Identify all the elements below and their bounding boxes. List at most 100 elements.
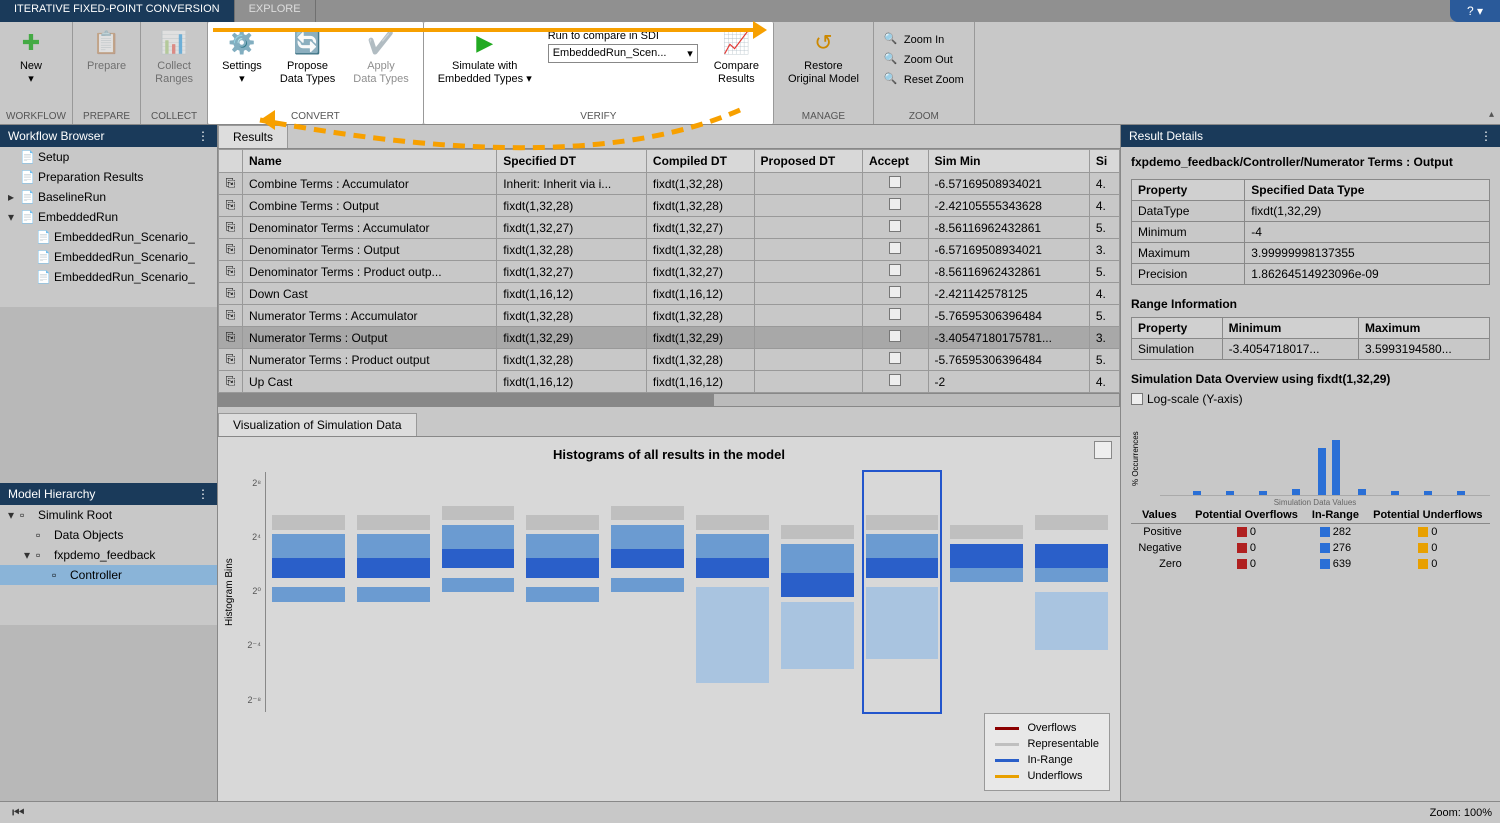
row-handle-icon[interactable]: ⎘ <box>219 349 243 371</box>
plus-icon: ✚ <box>16 28 46 58</box>
accept-checkbox[interactable] <box>889 264 901 276</box>
histogram-band <box>866 534 939 558</box>
results-row[interactable]: ⎘ Down Castfixdt(1,16,12)fixdt(1,16,12) … <box>219 283 1120 305</box>
row-handle-icon[interactable]: ⎘ <box>219 217 243 239</box>
row-handle-icon[interactable]: ⎘ <box>219 173 243 195</box>
results-tab[interactable]: Results <box>218 125 288 148</box>
row-handle-icon[interactable]: ⎘ <box>219 239 243 261</box>
results-column-header[interactable]: Name <box>243 150 497 173</box>
results-column-header[interactable]: Si <box>1089 150 1119 173</box>
row-handle-icon[interactable]: ⎘ <box>219 195 243 217</box>
histogram-band <box>781 573 854 597</box>
reset-zoom-button[interactable]: 🔍Reset Zoom <box>880 70 968 90</box>
results-row[interactable]: ⎘ Denominator Terms : Product outp...fix… <box>219 261 1120 283</box>
results-row[interactable]: ⎘ Numerator Terms : Product outputfixdt(… <box>219 349 1120 371</box>
help-button[interactable]: ? ▾ <box>1450 0 1500 22</box>
run-compare-combo[interactable]: EmbeddedRun_Scen...▾ <box>548 44 698 63</box>
accept-checkbox[interactable] <box>889 176 901 188</box>
histogram-column[interactable] <box>948 472 1025 712</box>
results-row[interactable]: ⎘ Numerator Terms : Accumulatorfixdt(1,3… <box>219 305 1120 327</box>
row-handle-icon[interactable]: ⎘ <box>219 371 243 393</box>
accept-checkbox[interactable] <box>889 198 901 210</box>
legend-item: Underflows <box>995 768 1099 784</box>
results-row[interactable]: ⎘ Combine Terms : Outputfixdt(1,32,28)fi… <box>219 195 1120 217</box>
prepare-button[interactable]: 📋 Prepare <box>79 26 134 109</box>
group-collect-label: COLLECT <box>147 109 201 124</box>
horizontal-scrollbar[interactable] <box>218 393 1120 407</box>
panel-menu-icon[interactable]: ⋮ <box>1480 129 1492 143</box>
row-handle-icon[interactable]: ⎘ <box>219 327 243 349</box>
hierarchy-item[interactable]: ▫Data Objects <box>0 525 217 545</box>
zoom-out-icon: 🔍 <box>884 52 900 68</box>
workflow-item[interactable]: 📄EmbeddedRun_Scenario_ <box>0 267 217 287</box>
histogram-column[interactable] <box>609 472 686 712</box>
histogram-ylabel: Histogram Bins <box>224 472 235 712</box>
results-row[interactable]: ⎘ Denominator Terms : Accumulatorfixdt(1… <box>219 217 1120 239</box>
collect-ranges-button[interactable]: 📊 CollectRanges <box>147 26 201 109</box>
results-column-header[interactable]: Specified DT <box>497 150 647 173</box>
histogram-band <box>950 525 1023 539</box>
workflow-item[interactable]: 📄EmbeddedRun_Scenario_ <box>0 247 217 267</box>
histogram-column[interactable] <box>864 472 941 712</box>
chevron-down-icon: ▾ <box>687 47 693 60</box>
results-row[interactable]: ⎘ Up Castfixdt(1,16,12)fixdt(1,16,12) -2… <box>219 371 1120 393</box>
results-column-header[interactable]: Accept <box>862 150 928 173</box>
histogram-band <box>442 506 515 520</box>
row-handle-icon[interactable]: ⎘ <box>219 305 243 327</box>
results-row[interactable]: ⎘ Numerator Terms : Outputfixdt(1,32,29)… <box>219 327 1120 349</box>
viz-settings-icon[interactable] <box>1094 441 1112 459</box>
results-row[interactable]: ⎘ Denominator Terms : Outputfixdt(1,32,2… <box>219 239 1120 261</box>
histogram-column[interactable] <box>355 472 432 712</box>
histogram-column[interactable] <box>270 472 347 712</box>
simulate-embedded-button[interactable]: ▶ Simulate withEmbedded Types ▾ <box>430 26 540 109</box>
tab-iterative[interactable]: ITERATIVE FIXED-POINT CONVERSION <box>0 0 235 22</box>
zoom-in-button[interactable]: 🔍Zoom In <box>880 30 968 50</box>
propose-data-types-button[interactable]: 🔄 ProposeData Types <box>272 26 343 109</box>
accept-checkbox[interactable] <box>889 308 901 320</box>
hierarchy-item[interactable]: ▾▫Simulink Root <box>0 505 217 525</box>
workflow-item[interactable]: 📄EmbeddedRun_Scenario_ <box>0 227 217 247</box>
histogram-column[interactable] <box>694 472 771 712</box>
nav-first-icon[interactable]: ⏮ <box>8 804 29 821</box>
results-column-header[interactable]: Proposed DT <box>754 150 862 173</box>
workflow-item[interactable]: ▾📄EmbeddedRun <box>0 207 217 227</box>
histogram-column[interactable] <box>524 472 601 712</box>
workflow-item[interactable]: 📄Setup <box>0 147 217 167</box>
accept-checkbox[interactable] <box>889 242 901 254</box>
model-hierarchy-tree: ▾▫Simulink Root▫Data Objects▾▫fxpdemo_fe… <box>0 505 217 625</box>
restore-original-button[interactable]: ↺ RestoreOriginal Model <box>780 26 867 109</box>
settings-icon: ⚙️ <box>227 28 257 58</box>
histogram-grid <box>265 472 1114 712</box>
apply-icon: ✔️ <box>366 28 396 58</box>
histogram-column[interactable] <box>1033 472 1110 712</box>
panel-menu-icon[interactable]: ⋮ <box>197 129 209 143</box>
workflow-item[interactable]: ▸📄BaselineRun <box>0 187 217 207</box>
results-column-header[interactable]: Sim Min <box>928 150 1089 173</box>
log-scale-checkbox[interactable] <box>1131 393 1143 405</box>
workflow-item[interactable]: 📄Preparation Results <box>0 167 217 187</box>
hierarchy-item[interactable]: ▾▫fxpdemo_feedback <box>0 545 217 565</box>
apply-data-types-button[interactable]: ✔️ ApplyData Types <box>345 26 416 109</box>
accept-checkbox[interactable] <box>889 286 901 298</box>
settings-button[interactable]: ⚙️ Settings▾ <box>214 26 270 109</box>
viz-title: Histograms of all results in the model <box>224 447 1114 462</box>
histogram-band <box>357 558 430 577</box>
histogram-column[interactable] <box>440 472 517 712</box>
zoom-out-button[interactable]: 🔍Zoom Out <box>880 50 968 70</box>
row-handle-icon[interactable]: ⎘ <box>219 261 243 283</box>
histogram-band <box>442 525 515 549</box>
results-row[interactable]: ⎘ Combine Terms : AccumulatorInherit: In… <box>219 173 1120 195</box>
visualization-tab[interactable]: Visualization of Simulation Data <box>218 413 417 436</box>
results-column-header[interactable]: Compiled DT <box>646 150 754 173</box>
accept-checkbox[interactable] <box>889 374 901 386</box>
accept-checkbox[interactable] <box>889 352 901 364</box>
hierarchy-item[interactable]: ▫Controller <box>0 565 217 585</box>
row-handle-icon[interactable]: ⎘ <box>219 283 243 305</box>
accept-checkbox[interactable] <box>889 220 901 232</box>
tab-explore[interactable]: EXPLORE <box>235 0 316 22</box>
accept-checkbox[interactable] <box>889 330 901 342</box>
new-button[interactable]: ✚ New▾ <box>6 26 56 109</box>
histogram-column[interactable] <box>779 472 856 712</box>
panel-menu-icon[interactable]: ⋮ <box>197 487 209 501</box>
ribbon-collapse-icon[interactable]: ▴ <box>1489 109 1494 120</box>
